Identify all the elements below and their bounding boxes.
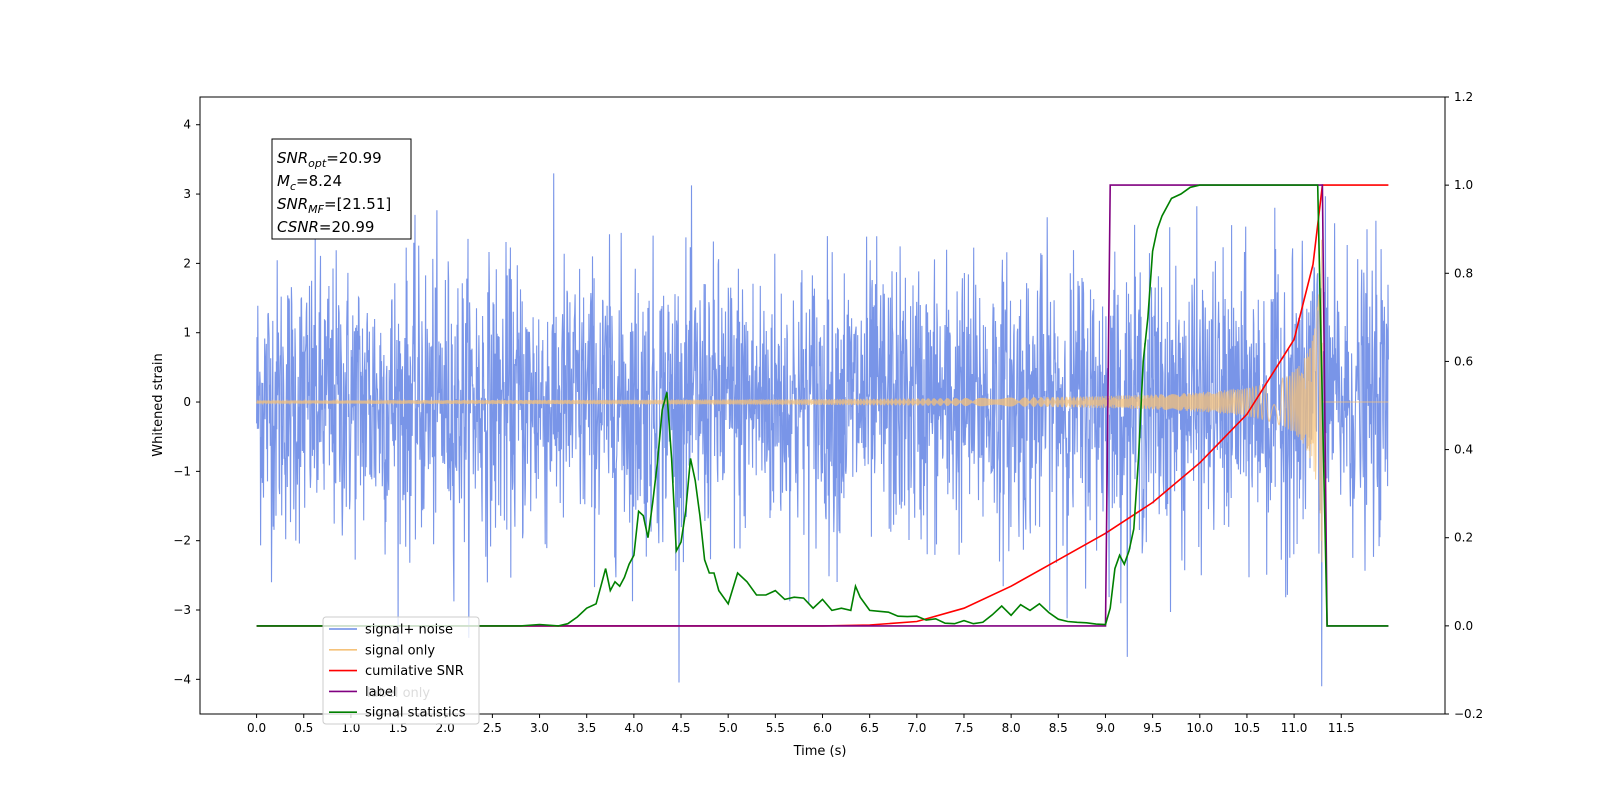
y-tick-label: 3 <box>183 187 191 201</box>
x-ticks: 0.0 0.5 1.0 1.5 2.0 2.5 3.0 3.5 4.0 4.5 5.0 5.5 6.0 6… <box>247 714 1355 735</box>
x-tick-label: 4.0 <box>624 721 643 735</box>
x-tick-label: 8.5 <box>1049 721 1068 735</box>
x-tick-label: 6.0 <box>813 721 832 735</box>
y2-tick-label: −0.2 <box>1454 707 1483 721</box>
y-tick-label: 0 <box>183 395 191 409</box>
stats-annotation: SNRopt=20.99Mc=8.24SNRMF=[21.51]CSNR=20.… <box>271 138 412 240</box>
series-layer <box>256 173 1389 687</box>
y-ticks: 4 3 2 1 0 −1 −2 −3 −4 <box>173 118 200 686</box>
x-tick-label: 4.5 <box>671 721 690 735</box>
y-tick-label: 2 <box>183 256 191 270</box>
annotation-symbol: SNR <box>277 149 308 167</box>
legend-label: signal only <box>365 643 435 658</box>
x-tick-label: 2.5 <box>483 721 502 735</box>
series-cumulative-snr-line <box>256 184 1389 627</box>
x-tick-label: 3.0 <box>530 721 549 735</box>
legend-label: signal+ noise <box>365 623 453 638</box>
x-tick-label: 9.5 <box>1143 721 1162 735</box>
annotation-value: =[21.51] <box>324 195 391 213</box>
y2-tick-label: 0.0 <box>1454 619 1473 633</box>
y2-tick-label: 0.2 <box>1454 531 1473 545</box>
x-tick-label: 0.5 <box>294 721 313 735</box>
x-tick-label: 9.0 <box>1096 721 1115 735</box>
annotation-subscript: MF <box>308 203 324 216</box>
annotation-subscript: opt <box>308 157 327 170</box>
y2-ticks: 1.2 1.0 0.8 0.6 0.4 0.2 0.0 −0.2 <box>1445 90 1483 721</box>
x-tick-label: 10.5 <box>1234 721 1261 735</box>
legend-label: label <box>365 685 396 700</box>
legend-box <box>322 616 480 725</box>
x-tick-label: 11.0 <box>1281 721 1308 735</box>
annotation-value: =8.24 <box>296 172 342 190</box>
x-tick-label: 8.0 <box>1002 721 1021 735</box>
y2-tick-label: 1.0 <box>1454 178 1473 192</box>
annotation-value: =20.99 <box>326 149 382 167</box>
y2-tick-label: 0.6 <box>1454 354 1473 368</box>
y2-tick-label: 0.4 <box>1454 443 1473 457</box>
x-tick-label: 5.0 <box>719 721 738 735</box>
x-tick-label: 10.0 <box>1186 721 1213 735</box>
x-tick-label: 3.5 <box>577 721 596 735</box>
series-signal-only-line <box>256 239 1389 563</box>
x-tick-label: 0.0 <box>247 721 266 735</box>
x-axis-label: Time (s) <box>793 744 847 759</box>
y-tick-label: −3 <box>173 603 191 617</box>
annotation-subscript: c <box>290 180 296 193</box>
annotation-value: =20.99 <box>319 218 375 236</box>
x-tick-label: 5.5 <box>766 721 785 735</box>
annotation-line: Mc=8.24 <box>277 172 342 193</box>
annotation-box <box>271 138 412 240</box>
annotation-line: SNRopt=20.99 <box>277 149 382 170</box>
annotation-symbol: SNR <box>277 195 308 213</box>
y-tick-label: 1 <box>183 326 191 340</box>
y-tick-label: −1 <box>173 464 191 478</box>
annotation-symbol: M <box>277 172 290 190</box>
annotation-symbol: CSNR <box>277 218 319 236</box>
x-tick-label: 7.0 <box>907 721 926 735</box>
x-tick-label: 11.5 <box>1328 721 1355 735</box>
x-tick-label: 6.5 <box>860 721 879 735</box>
annotation-line: SNRMF=[21.51] <box>277 195 391 216</box>
y-axis-label: Whitened strain <box>151 353 166 456</box>
y-tick-label: −4 <box>173 672 191 686</box>
series-signal-statistics-line <box>256 184 1389 627</box>
annotation-line: CSNR=20.99 <box>277 218 374 236</box>
series-signal-noise-line <box>256 173 1389 687</box>
y2-tick-label: 1.2 <box>1454 90 1473 104</box>
legend-label: signal statistics <box>365 706 466 721</box>
x-tick-label: 7.5 <box>954 721 973 735</box>
y-tick-label: −2 <box>173 534 191 548</box>
y2-tick-label: 0.8 <box>1454 266 1473 280</box>
y-tick-label: 4 <box>183 118 191 132</box>
legend-label: cumilative SNR <box>365 664 464 679</box>
